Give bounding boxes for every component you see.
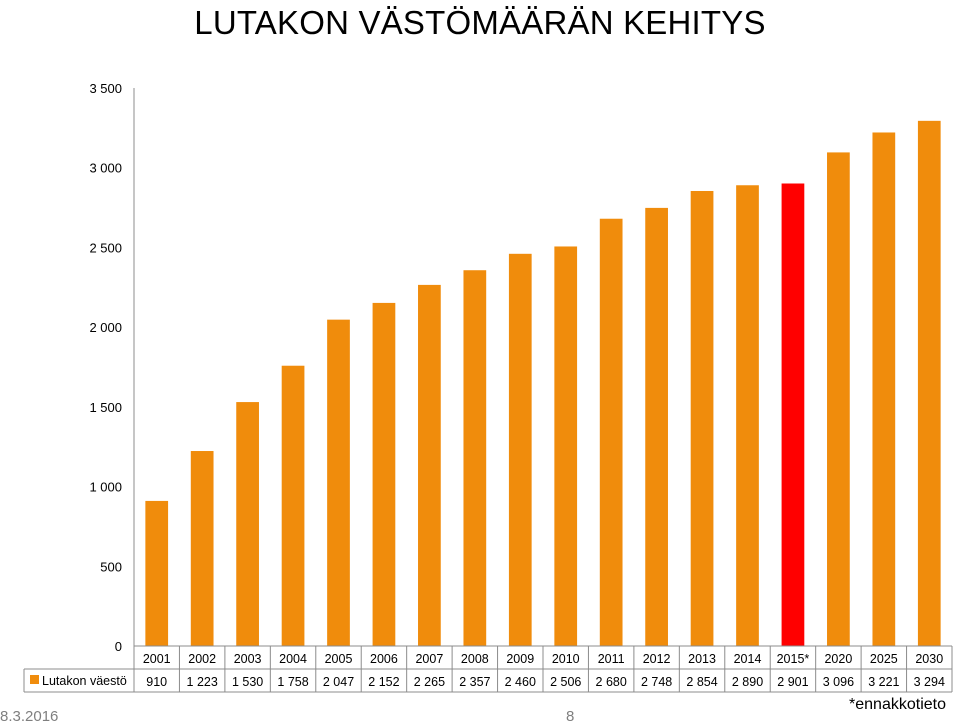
category-label: 2010 <box>552 652 580 666</box>
y-tick-label: 0 <box>115 639 122 654</box>
data-label: 3 096 <box>823 675 854 689</box>
bar-2009 <box>508 253 532 646</box>
category-label: 2013 <box>688 652 716 666</box>
category-label: 2011 <box>598 652 625 666</box>
bar-2001 <box>145 500 169 646</box>
category-label: 2015* <box>777 652 810 666</box>
y-tick-label: 1 000 <box>89 480 122 495</box>
data-label: 2 357 <box>459 675 490 689</box>
category-label: 2006 <box>370 652 398 666</box>
category-label: 2003 <box>234 652 262 666</box>
y-tick-label: 2 000 <box>89 320 122 335</box>
data-label: 2 152 <box>368 675 399 689</box>
bar-2020 <box>827 152 850 646</box>
bar-2005 <box>327 319 350 646</box>
data-label: 3 294 <box>914 675 945 689</box>
category-label: 2008 <box>461 652 489 666</box>
category-label: 2001 <box>143 652 171 666</box>
bars-group <box>145 120 941 647</box>
category-label: 2005 <box>325 652 353 666</box>
bar-2025 <box>872 132 896 646</box>
data-label: 910 <box>146 675 167 689</box>
y-tick-label: 1 500 <box>89 400 122 415</box>
category-label: 2004 <box>279 652 307 666</box>
data-label: 2 854 <box>686 675 717 689</box>
data-label: 1 530 <box>232 675 263 689</box>
bar-2004 <box>281 365 305 646</box>
bar-2011 <box>599 218 623 646</box>
footer-date: 8.3.2016 <box>0 708 59 725</box>
legend-key <box>30 675 39 684</box>
bar-2030 <box>917 120 941 646</box>
bar-2010 <box>554 246 578 647</box>
page-number: 8 <box>566 708 575 725</box>
category-label: 2002 <box>188 652 216 666</box>
data-label: 1 758 <box>277 675 308 689</box>
legend-label: Lutakon väestö <box>42 674 127 688</box>
chart-title: LUTAKON VÄSTÖMÄÄRÄN KEHITYS <box>194 4 766 41</box>
data-label: 2 047 <box>323 675 354 689</box>
y-tick-label: 3 000 <box>89 161 122 176</box>
data-label: 2 460 <box>505 675 536 689</box>
data-label: 1 223 <box>187 675 218 689</box>
bar-chart: 0 500 1 000 1 500 2 000 2 500 3 000 3 500 2001 9… <box>23 81 953 693</box>
bar-2008 <box>463 270 487 646</box>
bar-2007 <box>418 284 441 646</box>
bar-2015-est <box>781 183 805 646</box>
category-label: 2007 <box>415 652 443 666</box>
category-label: 2020 <box>824 652 852 666</box>
data-label: 2 680 <box>596 675 627 689</box>
bar-2006 <box>372 302 396 646</box>
category-label: 2025 <box>870 652 898 666</box>
y-tick-label: 500 <box>100 559 122 574</box>
bar-2012 <box>645 207 668 646</box>
y-tick-label: 3 500 <box>89 81 122 96</box>
bar-2003 <box>236 402 259 646</box>
bar-2013 <box>690 190 714 647</box>
y-tick-label: 2 500 <box>89 240 122 255</box>
data-label: 2 265 <box>414 675 445 689</box>
category-label: 2012 <box>643 652 671 666</box>
data-label: 2 901 <box>777 675 808 689</box>
category-label: 2009 <box>506 652 534 666</box>
bar-2002 <box>190 451 214 646</box>
footnote: *ennakkotieto <box>849 696 946 713</box>
data-label: 2 748 <box>641 675 672 689</box>
data-label: 2 506 <box>550 675 581 689</box>
category-label: 2030 <box>915 652 943 666</box>
data-label: 2 890 <box>732 675 763 689</box>
y-axis: 0 500 1 000 1 500 2 000 2 500 3 000 3 500 <box>89 81 135 654</box>
data-table: 2001 910 2002 1 223 2003 1 530 2004 1 758 2005 2 … <box>23 645 953 693</box>
bar-2014 <box>736 185 759 646</box>
category-label: 2014 <box>734 652 762 666</box>
data-label: 3 221 <box>868 675 899 689</box>
